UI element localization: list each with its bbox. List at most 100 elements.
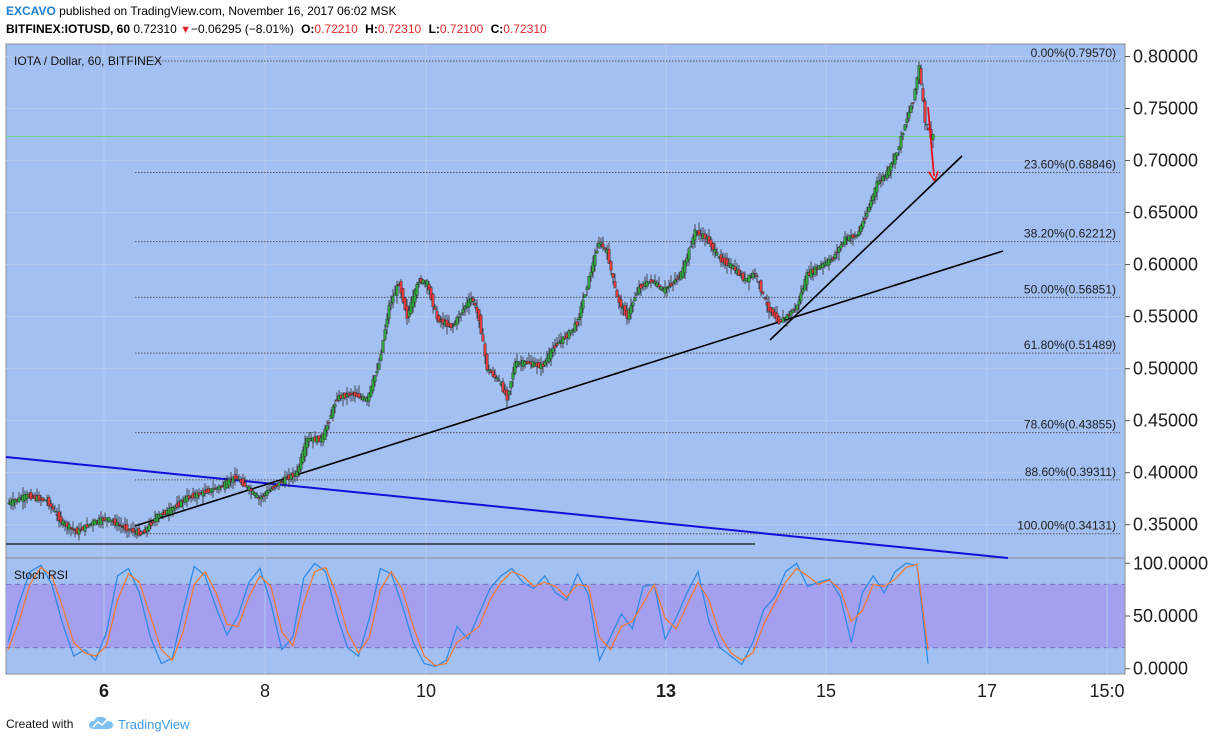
author-link[interactable]: EXCAVO (6, 4, 56, 18)
candle-body (635, 293, 639, 296)
candle-body (11, 499, 15, 506)
chart-header: EXCAVO published on TradingView.com, Nov… (0, 0, 1232, 42)
candle-body (51, 506, 55, 510)
candle-body (839, 244, 843, 249)
tradingview-brand-link[interactable]: TradingView (118, 717, 190, 732)
candle-body (633, 297, 637, 302)
candle-body (767, 302, 771, 312)
candle-body (551, 348, 555, 353)
trading-chart[interactable]: 0.00%(0.79570) 23.60%(0.68846) 38.20%(0.62… (0, 42, 1232, 706)
candle-body (931, 134, 935, 141)
candle-body (433, 307, 437, 310)
down-triangle-icon: ▼ (180, 24, 191, 36)
time-tick-label: 15 (816, 681, 836, 701)
candle-body (741, 272, 745, 281)
candle-body (611, 273, 615, 278)
candle-body (549, 349, 553, 360)
time-axis[interactable]: 6 8 10 13 15 17 15:0 (99, 681, 1125, 701)
candle-body (657, 284, 661, 288)
candle-body (117, 523, 121, 526)
candle-body (877, 180, 881, 185)
candle-body (599, 242, 603, 245)
candle-body (589, 271, 593, 277)
candle-body (277, 481, 281, 487)
candle-body (179, 499, 183, 508)
fibonacci-retracement[interactable]: 0.00%(0.79570) 23.60%(0.68846) 38.20%(0.62… (135, 46, 1120, 535)
rsi-axis[interactable]: 100.0000 50.0000 0.0000 (1125, 553, 1208, 679)
grid-lines (6, 44, 1125, 674)
candle-body (171, 507, 175, 511)
time-tick-label: 13 (656, 681, 676, 701)
candle-body (627, 309, 631, 320)
candle-body (893, 153, 897, 165)
candle-body (369, 385, 373, 397)
main-uptrend-line[interactable] (134, 250, 1004, 527)
candle-body (505, 389, 509, 401)
candle-body (859, 225, 863, 233)
candle-body (109, 519, 113, 522)
candle-body (837, 247, 841, 253)
price-axis[interactable]: 0.80000 0.75000 0.70000 0.65000 0.60000 0.550… (1125, 46, 1198, 535)
candle-body (579, 306, 583, 318)
candle-body (77, 528, 81, 535)
candle-body (889, 163, 893, 172)
candle-body (295, 470, 299, 477)
candle-body (323, 428, 327, 440)
candle-body (71, 528, 75, 530)
candle-body (325, 425, 329, 431)
candle-body (235, 476, 239, 480)
candle-body (125, 524, 129, 532)
candle-body (601, 243, 605, 248)
time-tick-label: 15:0 (1089, 681, 1124, 701)
candle-body (835, 251, 839, 254)
candle-body (303, 443, 307, 457)
candle-body (457, 316, 461, 319)
fib-level-label: 88.60%(0.39311) (1025, 465, 1116, 479)
candle-body (401, 288, 405, 303)
red-down-arrow-icon[interactable] (927, 106, 934, 176)
candle-body (59, 516, 63, 523)
candle-body (41, 497, 45, 501)
candle-body (799, 292, 803, 302)
candle-body (923, 100, 927, 123)
fib-level-label: 61.80%(0.51489) (1024, 338, 1116, 352)
candle-body (865, 212, 869, 217)
candle-body (689, 246, 693, 248)
candle-body (501, 381, 505, 392)
candle-body (333, 404, 337, 408)
close-value: 0.72310 (503, 22, 547, 36)
candle-body (47, 497, 51, 507)
rsi-tick-label: 100.0000 (1133, 553, 1208, 573)
candle-body (99, 517, 103, 525)
candle-body (761, 291, 765, 294)
candle-body (615, 290, 619, 298)
candle-body (827, 258, 831, 266)
candle-body (683, 261, 687, 273)
candle-body (119, 525, 123, 527)
candle-body (903, 124, 907, 131)
stoch-rsi-lines (7, 562, 929, 668)
created-with-text: Created with (6, 717, 74, 731)
candle-body (403, 297, 407, 310)
candle-body (569, 330, 573, 333)
candle-body (869, 200, 873, 208)
candle-body (675, 278, 679, 280)
candle-body (651, 279, 655, 282)
candle-body (435, 310, 439, 320)
candle-body (637, 286, 641, 294)
price-pane[interactable] (5, 43, 1126, 559)
fib-level-label: 100.00%(0.34131) (1017, 519, 1116, 533)
candle-body (673, 279, 677, 283)
high-label: H: (365, 22, 378, 36)
time-tick-label: 10 (416, 681, 436, 701)
candle-body (415, 284, 419, 296)
candle-body (555, 343, 559, 346)
candle-body (399, 280, 403, 294)
candle-body (61, 520, 65, 525)
candle-body (431, 293, 435, 308)
candle-body (493, 374, 497, 378)
candle-body (585, 287, 589, 290)
long-downtrend-line[interactable] (5, 456, 1009, 559)
low-value: 0.72100 (439, 22, 484, 36)
steep-uptrend-line[interactable] (769, 155, 963, 341)
